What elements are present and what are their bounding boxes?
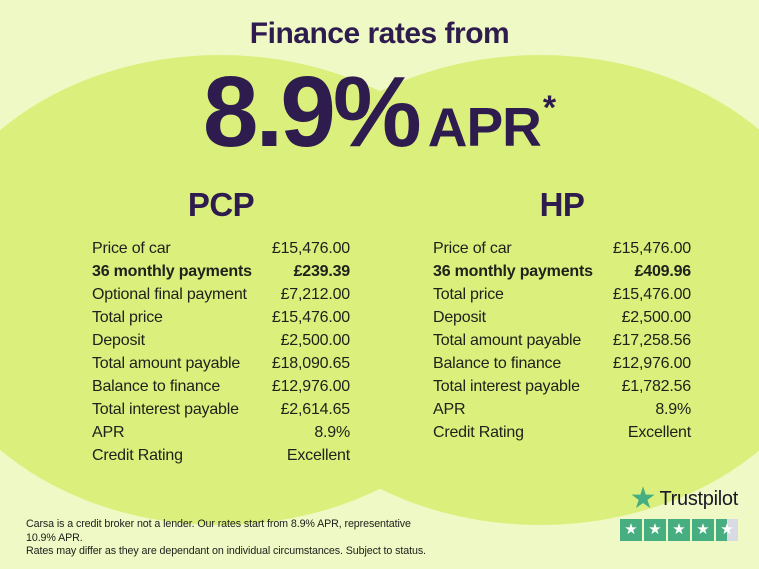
row-label: 36 monthly payments (92, 263, 252, 280)
row-value: £2,500.00 (621, 309, 692, 326)
row-label: Total interest payable (92, 401, 239, 418)
row-value: £7,212.00 (280, 286, 351, 303)
row-value: 8.9% (314, 424, 350, 441)
finance-row-pcp-7: Total interest payable £2,614.65 (92, 398, 350, 421)
trustpilot-logo: ★ Trustpilot (629, 482, 739, 515)
finance-row-hp-8: Credit Rating Excellent (433, 421, 691, 444)
finance-row-pcp-5: Total amount payable £18,090.65 (92, 352, 350, 375)
trustpilot-rating-star-3: ★ (668, 519, 690, 541)
finance-row-hp-4: Total amount payable £17,258.56 (433, 329, 691, 352)
finance-row-pcp-3: Total price £15,476.00 (92, 306, 350, 329)
row-value: £15,476.00 (271, 240, 350, 257)
pcp-rows: Price of car £15,476.00 36 monthly payment… (92, 237, 350, 467)
trustpilot-star-icon: ★ (629, 482, 657, 515)
trustpilot-rating-star-5: ★ (716, 519, 738, 541)
finance-row-pcp-4: Deposit £2,500.00 (92, 329, 350, 352)
finance-row-pcp-0: Price of car £15,476.00 (92, 237, 350, 260)
row-value: £2,500.00 (280, 332, 351, 349)
row-label: Total interest payable (433, 378, 580, 395)
row-label: Credit Rating (433, 424, 524, 441)
disclaimer-text: Carsa is a credit broker not a lender. O… (26, 518, 426, 559)
finance-row-hp-6: Total interest payable £1,782.56 (433, 375, 691, 398)
row-value: £18,090.65 (271, 355, 350, 372)
finance-row-hp-2: Total price £15,476.00 (433, 283, 691, 306)
trustpilot-badge: ★ Trustpilot ★ ★ ★ ★ ★ (620, 482, 739, 541)
row-value: £15,476.00 (612, 240, 691, 257)
finance-row-pcp-1: 36 monthly payments £239.39 (92, 260, 350, 283)
row-label: Balance to finance (92, 378, 221, 395)
row-value: 8.9% (655, 401, 691, 418)
hp-column: HP Price of car £15,476.00 36 monthly paym… (433, 186, 691, 444)
row-label: Deposit (92, 332, 145, 349)
finance-row-hp-5: Balance to finance £12,976.00 (433, 352, 691, 375)
row-value: £1,782.56 (621, 378, 692, 395)
finance-row-hp-0: Price of car £15,476.00 (433, 237, 691, 260)
row-label: Total price (92, 309, 163, 326)
row-label: APR (433, 401, 466, 418)
row-value: £12,976.00 (271, 378, 350, 395)
hp-heading: HP (539, 186, 585, 223)
row-value: £239.39 (293, 263, 351, 280)
background-blob-right (240, 55, 759, 525)
trustpilot-rating-star-2: ★ (644, 519, 666, 541)
trustpilot-stars: ★ ★ ★ ★ ★ (620, 519, 738, 541)
row-label: 36 monthly payments (433, 263, 593, 280)
row-label: Deposit (433, 309, 486, 326)
row-value: £15,476.00 (612, 286, 691, 303)
finance-row-hp-7: APR 8.9% (433, 398, 691, 421)
finance-row-hp-1: 36 monthly payments £409.96 (433, 260, 691, 283)
trustpilot-wordmark: Trustpilot (659, 487, 738, 510)
finance-row-pcp-6: Balance to finance £12,976.00 (92, 375, 350, 398)
apr-footnote-asterisk: * (542, 89, 557, 127)
pcp-column: PCP Price of car £15,476.00 36 monthly pay… (92, 186, 350, 467)
row-value: £12,976.00 (612, 355, 691, 372)
finance-row-hp-3: Deposit £2,500.00 (433, 306, 691, 329)
row-label: Total price (433, 286, 504, 303)
row-value: Excellent (627, 424, 691, 441)
row-label: Total amount payable (433, 332, 582, 349)
disclaimer-line-2: Rates may differ as they are dependant o… (26, 545, 426, 557)
row-value: £17,258.56 (612, 332, 691, 349)
apr-rate-unit: APR (427, 96, 542, 158)
row-value: £409.96 (634, 263, 692, 280)
row-value: Excellent (286, 447, 350, 464)
pcp-heading: PCP (187, 186, 255, 223)
finance-row-pcp-8: APR 8.9% (92, 421, 350, 444)
row-label: Price of car (92, 240, 171, 257)
finance-rates-title: Finance rates from (249, 17, 510, 50)
trustpilot-rating-star-1: ★ (620, 519, 642, 541)
apr-rate-line: 8.9% APR * (0, 62, 759, 162)
row-label: Optional final payment (92, 286, 247, 303)
finance-row-pcp-9: Credit Rating Excellent (92, 444, 350, 467)
hp-rows: Price of car £15,476.00 36 monthly payment… (433, 237, 691, 444)
row-label: Credit Rating (92, 447, 183, 464)
row-value: £15,476.00 (271, 309, 350, 326)
finance-row-pcp-2: Optional final payment £7,212.00 (92, 283, 350, 306)
disclaimer-line-1: Carsa is a credit broker not a lender. O… (26, 518, 411, 544)
row-value: £2,614.65 (280, 401, 351, 418)
row-label: APR (92, 424, 125, 441)
trustpilot-rating-star-4: ★ (692, 519, 714, 541)
apr-rate-value: 8.9% (202, 56, 422, 168)
row-label: Price of car (433, 240, 512, 257)
row-label: Balance to finance (433, 355, 562, 372)
row-label: Total amount payable (92, 355, 241, 372)
